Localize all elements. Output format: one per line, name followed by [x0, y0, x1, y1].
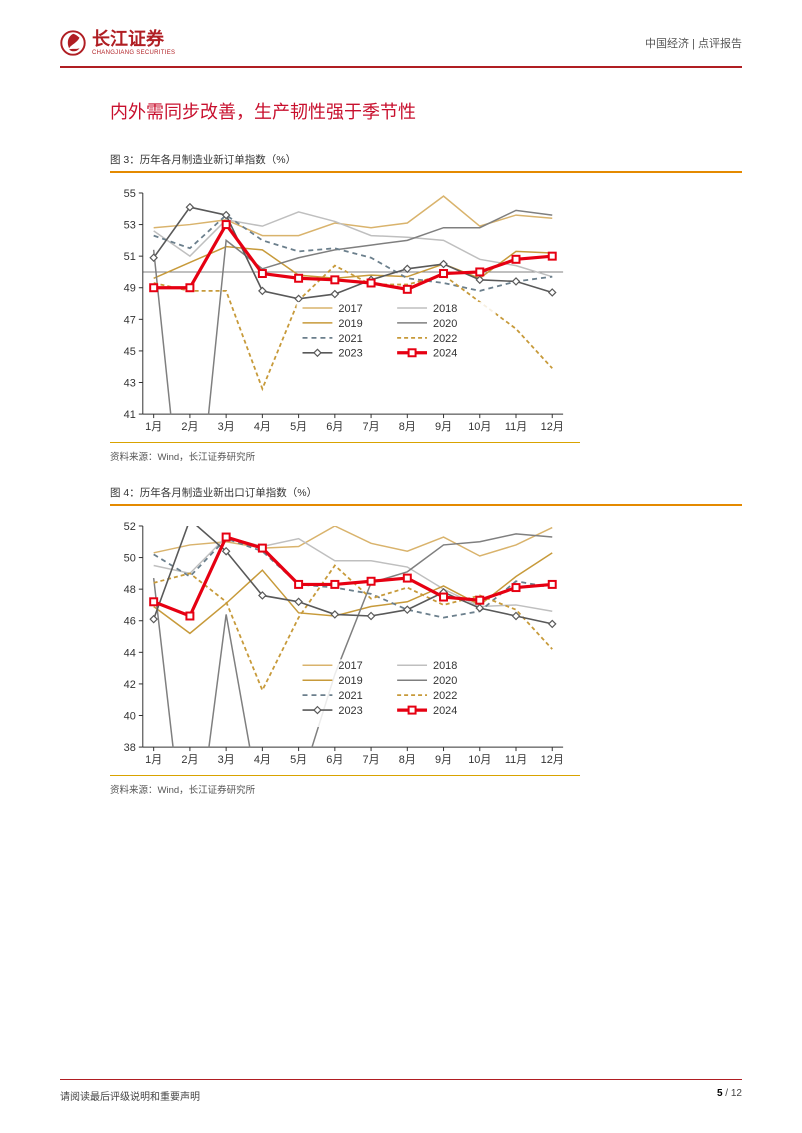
svg-text:8月: 8月 — [399, 421, 416, 433]
logo-text: 长江证券 CHANGJIANG SECURITIES — [92, 30, 175, 56]
svg-text:40: 40 — [124, 710, 136, 722]
logo-icon — [60, 30, 86, 56]
page-footer: 请阅读最后评级说明和重要声明 5 / 12 — [0, 1079, 802, 1103]
page-header: 长江证券 CHANGJIANG SECURITIES 中国经济 | 点评报告 — [0, 0, 802, 66]
figure-3-caption: 图 3：历年各月制造业新订单指数（%） — [110, 152, 742, 173]
figure-3-source: 资料来源：Wind，长江证券研究所 — [110, 449, 742, 463]
svg-text:3月: 3月 — [218, 421, 235, 433]
svg-text:2022: 2022 — [433, 333, 457, 345]
svg-text:2018: 2018 — [433, 660, 457, 672]
footer-rule — [60, 1079, 742, 1080]
page-number: 5 / 12 — [717, 1088, 742, 1103]
svg-text:48: 48 — [124, 584, 136, 596]
svg-text:2020: 2020 — [433, 675, 457, 687]
svg-text:3月: 3月 — [218, 754, 235, 766]
figure-4-source: 资料来源：Wind，长江证券研究所 — [110, 782, 742, 796]
svg-text:7月: 7月 — [363, 421, 380, 433]
svg-text:7月: 7月 — [363, 754, 380, 766]
section-title: 内外需同步改善，生产韧性强于季节性 — [110, 98, 742, 124]
svg-text:8月: 8月 — [399, 754, 416, 766]
svg-text:44: 44 — [124, 647, 136, 659]
svg-text:11月: 11月 — [505, 754, 527, 766]
svg-text:41: 41 — [124, 409, 136, 421]
svg-text:46: 46 — [124, 616, 136, 628]
svg-text:2023: 2023 — [338, 705, 362, 717]
svg-text:2月: 2月 — [181, 421, 198, 433]
svg-text:2024: 2024 — [433, 705, 457, 717]
svg-text:51: 51 — [124, 251, 136, 263]
svg-text:12月: 12月 — [541, 421, 564, 433]
svg-text:53: 53 — [124, 220, 136, 232]
figure-3-chart: 41 43 45 47 49 51 53 55 1月 2月 3月 4月 5月 6月 7月 8月 9月 10月 11月… — [110, 173, 580, 443]
svg-text:9月: 9月 — [435, 421, 452, 433]
svg-text:45: 45 — [124, 346, 136, 358]
svg-text:2017: 2017 — [338, 303, 362, 315]
svg-text:2022: 2022 — [433, 690, 457, 702]
svg-text:11月: 11月 — [505, 421, 527, 433]
figure-4-chart: 38 40 42 44 46 48 50 52 1月 2月 3月 4月 5月 6月 7月 8月 9月 10月 11月… — [110, 506, 580, 776]
svg-text:5月: 5月 — [290, 754, 307, 766]
figure-4: 图 4：历年各月制造业新出口订单指数（%） 38 40 42 44 46 48 50 52 1月… — [110, 485, 742, 796]
svg-text:1月: 1月 — [145, 421, 162, 433]
svg-text:1月: 1月 — [145, 754, 162, 766]
svg-text:2021: 2021 — [338, 333, 362, 345]
svg-text:4月: 4月 — [254, 754, 271, 766]
svg-text:4月: 4月 — [254, 421, 271, 433]
svg-text:12月: 12月 — [541, 754, 564, 766]
svg-text:2019: 2019 — [338, 675, 362, 687]
svg-text:6月: 6月 — [326, 754, 343, 766]
page-content: 内外需同步改善，生产韧性强于季节性 图 3：历年各月制造业新订单指数（%） 41… — [0, 68, 802, 796]
svg-text:38: 38 — [124, 742, 136, 754]
svg-text:2018: 2018 — [433, 303, 457, 315]
svg-text:10月: 10月 — [468, 421, 491, 433]
svg-text:5月: 5月 — [290, 421, 307, 433]
svg-text:49: 49 — [124, 283, 136, 295]
page-sep: / — [723, 1088, 731, 1099]
svg-text:43: 43 — [124, 377, 136, 389]
header-category: 中国经济 | 点评报告 — [645, 35, 742, 51]
svg-text:2月: 2月 — [181, 754, 198, 766]
svg-text:2020: 2020 — [433, 318, 457, 330]
svg-text:2019: 2019 — [338, 318, 362, 330]
svg-text:10月: 10月 — [468, 754, 491, 766]
svg-text:52: 52 — [124, 521, 136, 533]
svg-text:6月: 6月 — [326, 421, 343, 433]
svg-text:50: 50 — [124, 553, 136, 565]
footer-disclaimer: 请阅读最后评级说明和重要声明 — [60, 1088, 200, 1103]
svg-text:2021: 2021 — [338, 690, 362, 702]
svg-text:47: 47 — [124, 314, 136, 326]
svg-text:42: 42 — [124, 679, 136, 691]
brand-name-cn: 长江证券 — [92, 30, 175, 48]
brand-logo: 长江证券 CHANGJIANG SECURITIES — [60, 30, 175, 56]
svg-text:55: 55 — [124, 188, 136, 200]
figure-3: 图 3：历年各月制造业新订单指数（%） 41 43 45 47 49 51 53 55 1月 2月… — [110, 152, 742, 463]
svg-text:2017: 2017 — [338, 660, 362, 672]
svg-text:2023: 2023 — [338, 348, 362, 360]
svg-text:2024: 2024 — [433, 348, 457, 360]
page-total: 12 — [731, 1088, 742, 1099]
figure-4-caption: 图 4：历年各月制造业新出口订单指数（%） — [110, 485, 742, 506]
svg-text:9月: 9月 — [435, 754, 452, 766]
brand-name-en: CHANGJIANG SECURITIES — [92, 50, 175, 56]
